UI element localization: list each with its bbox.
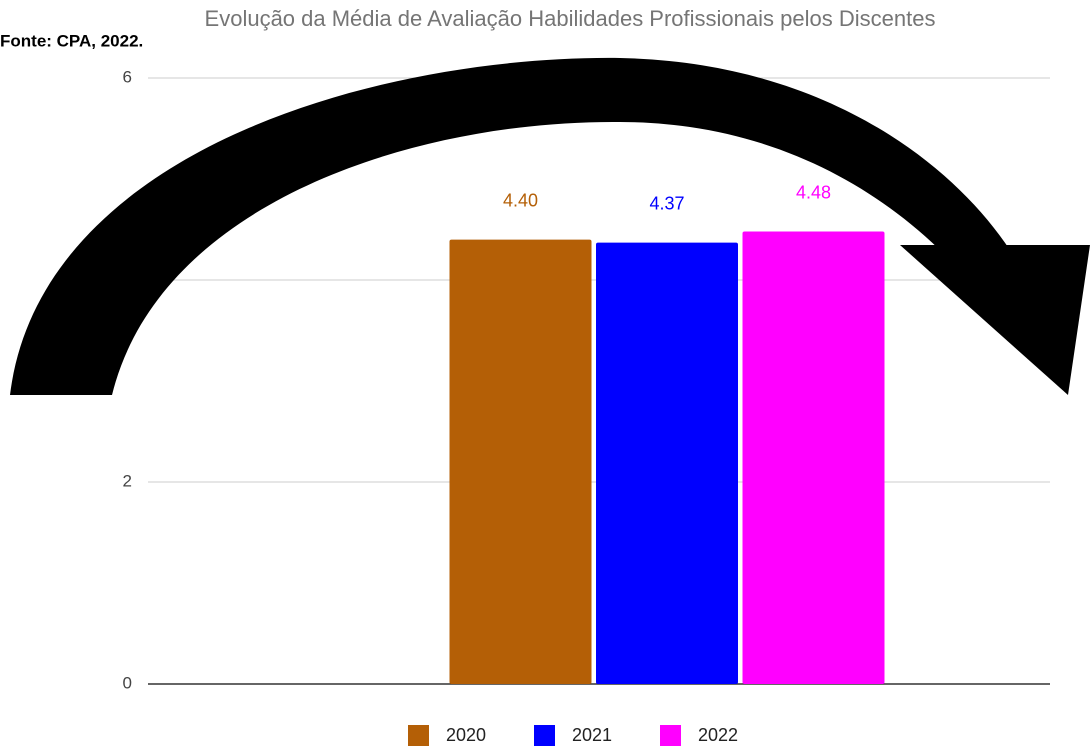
chart-title: Evolução da Média de Avaliação Habilidad… (205, 6, 936, 31)
bar (742, 231, 885, 684)
bar (596, 242, 738, 684)
source-note: Fonte: CPA, 2022. (0, 31, 143, 50)
arrow-body (10, 57, 1010, 395)
y-tick-label: 6 (123, 67, 132, 86)
arrow-head (900, 245, 1090, 395)
value-label: 4.37 (649, 193, 684, 213)
value-label: 4.40 (503, 190, 538, 210)
legend-swatch (408, 725, 429, 746)
y-tick-label: 2 (123, 471, 132, 490)
legend-label: 2021 (572, 725, 612, 745)
value-label: 4.48 (796, 182, 831, 202)
legend-label: 2022 (698, 725, 738, 745)
plot-area: 02464.404.374.48 (123, 67, 1050, 692)
bar (449, 239, 592, 684)
legend-swatch (660, 725, 681, 746)
y-tick-label: 0 (123, 673, 132, 692)
legend-label: 2020 (446, 725, 486, 745)
legend-swatch (534, 725, 555, 746)
